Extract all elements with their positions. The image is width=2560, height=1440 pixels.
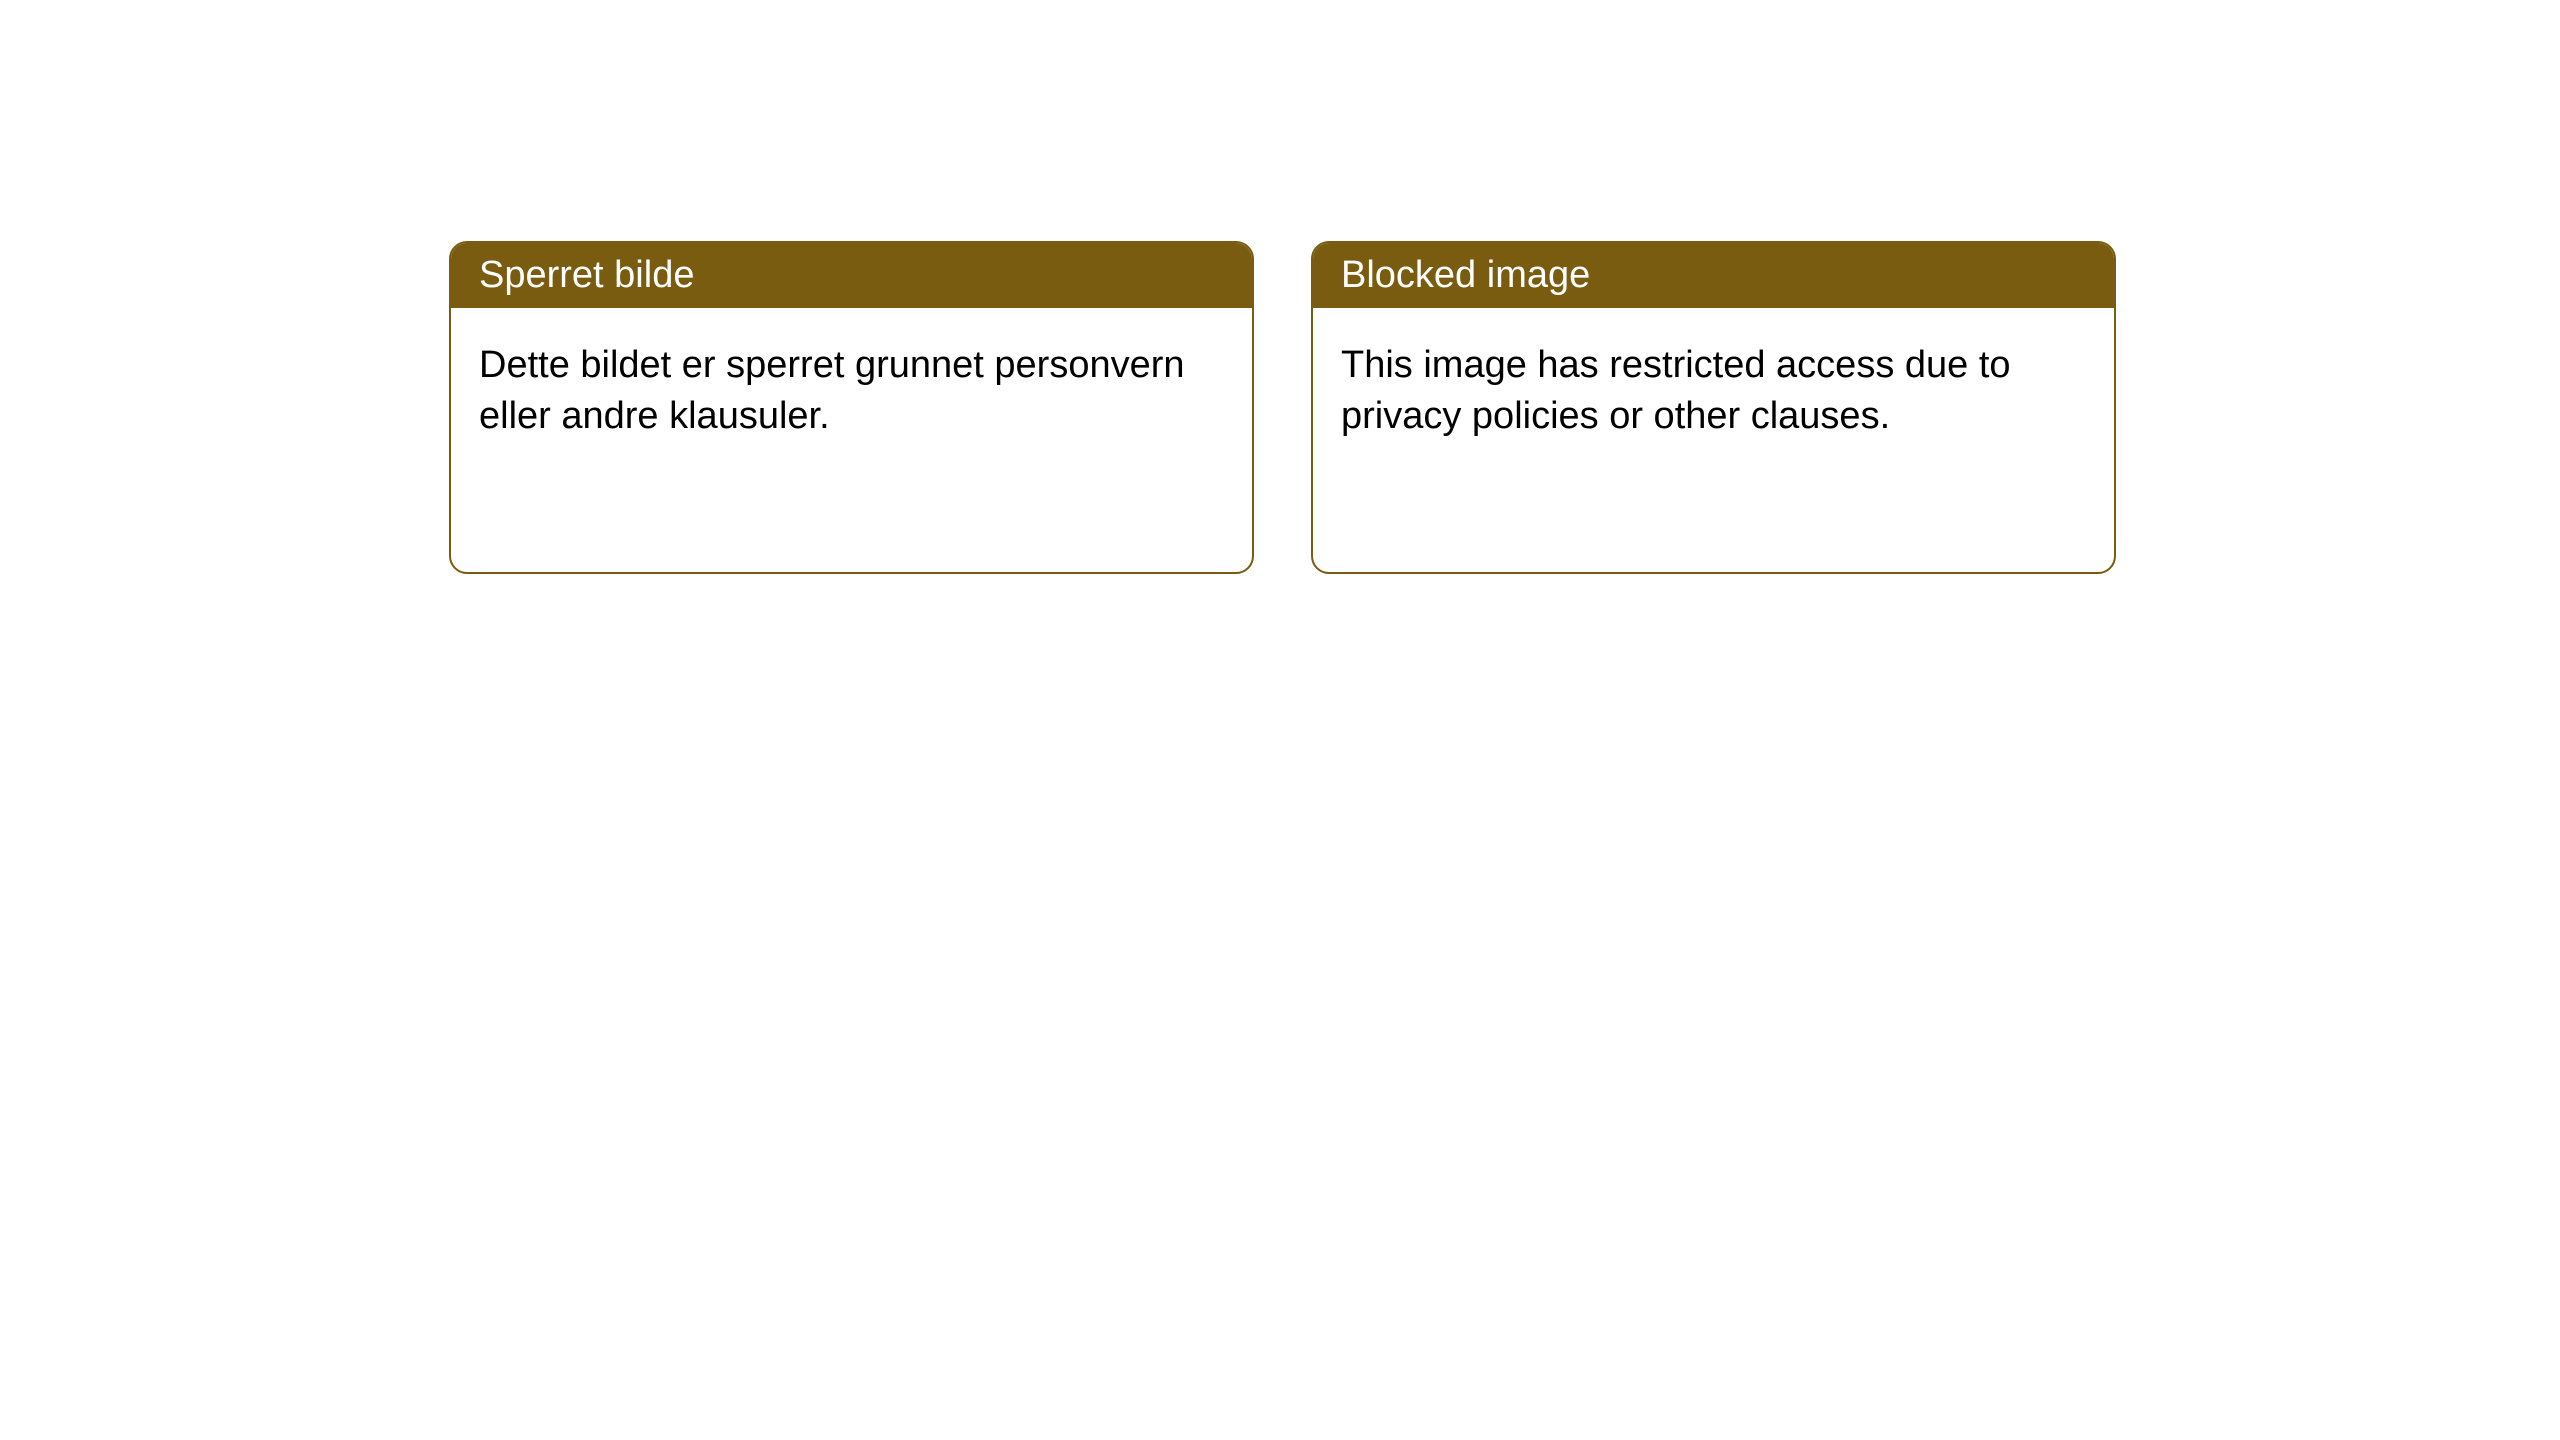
card-header-text: Sperret bilde	[479, 254, 694, 296]
notice-cards-container: Sperret bilde Dette bildet er sperret gr…	[449, 241, 2116, 574]
notice-card-norwegian: Sperret bilde Dette bildet er sperret gr…	[449, 241, 1254, 574]
card-header: Sperret bilde	[451, 243, 1252, 308]
card-body: This image has restricted access due to …	[1313, 308, 2114, 475]
card-header-text: Blocked image	[1341, 254, 1590, 296]
card-body-text: This image has restricted access due to …	[1341, 344, 2011, 437]
card-header: Blocked image	[1313, 243, 2114, 308]
notice-card-english: Blocked image This image has restricted …	[1311, 241, 2116, 574]
card-body-text: Dette bildet er sperret grunnet personve…	[479, 344, 1185, 437]
card-body: Dette bildet er sperret grunnet personve…	[451, 308, 1252, 475]
